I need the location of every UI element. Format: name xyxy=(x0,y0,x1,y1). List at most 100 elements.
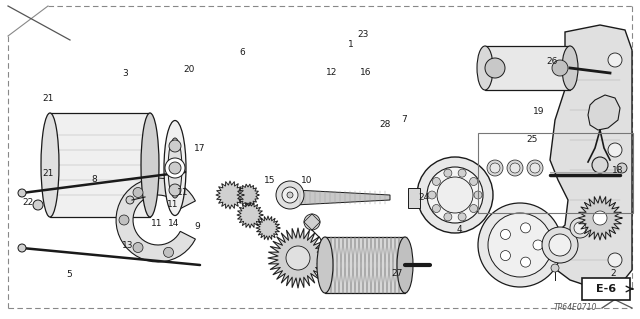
Text: 21: 21 xyxy=(42,94,54,103)
Circle shape xyxy=(507,160,523,176)
Polygon shape xyxy=(216,181,244,209)
Polygon shape xyxy=(50,113,150,217)
Circle shape xyxy=(433,204,440,212)
Text: 6: 6 xyxy=(239,48,244,57)
Circle shape xyxy=(520,223,531,233)
Circle shape xyxy=(490,163,500,173)
Circle shape xyxy=(552,60,568,76)
Circle shape xyxy=(570,218,590,238)
Circle shape xyxy=(542,227,578,263)
Text: 22: 22 xyxy=(22,198,33,207)
Polygon shape xyxy=(256,216,280,240)
Text: 28: 28 xyxy=(380,120,391,129)
Text: 15: 15 xyxy=(264,176,276,185)
Circle shape xyxy=(551,264,559,272)
Circle shape xyxy=(470,177,477,185)
Circle shape xyxy=(510,163,520,173)
Circle shape xyxy=(487,160,503,176)
Text: 11: 11 xyxy=(167,200,179,209)
Circle shape xyxy=(617,163,627,173)
Text: 26: 26 xyxy=(546,57,557,66)
Circle shape xyxy=(470,204,477,212)
Polygon shape xyxy=(116,178,195,262)
Circle shape xyxy=(133,188,143,197)
Circle shape xyxy=(444,169,452,177)
Circle shape xyxy=(169,184,181,196)
Text: E-6: E-6 xyxy=(596,284,616,294)
Circle shape xyxy=(437,177,473,213)
Circle shape xyxy=(133,242,143,253)
Circle shape xyxy=(428,191,436,199)
Text: 18: 18 xyxy=(612,166,623,175)
Text: 2: 2 xyxy=(611,269,616,278)
Text: 11: 11 xyxy=(151,219,163,228)
Polygon shape xyxy=(237,184,259,206)
Circle shape xyxy=(165,158,185,178)
Circle shape xyxy=(417,157,493,233)
FancyBboxPatch shape xyxy=(582,278,630,300)
Circle shape xyxy=(304,214,320,230)
Circle shape xyxy=(478,203,562,287)
Polygon shape xyxy=(588,95,620,130)
Circle shape xyxy=(119,215,129,225)
Polygon shape xyxy=(545,25,632,290)
Text: 20: 20 xyxy=(183,65,195,74)
Circle shape xyxy=(533,240,543,250)
Text: 14: 14 xyxy=(168,219,180,228)
Circle shape xyxy=(282,187,298,203)
Text: 5: 5 xyxy=(67,271,72,279)
FancyBboxPatch shape xyxy=(408,188,420,208)
Text: 13: 13 xyxy=(122,241,134,250)
Circle shape xyxy=(527,160,543,176)
Ellipse shape xyxy=(41,113,59,217)
Text: 3: 3 xyxy=(122,69,127,78)
Ellipse shape xyxy=(397,237,413,293)
Polygon shape xyxy=(578,196,622,240)
Polygon shape xyxy=(237,202,263,228)
Polygon shape xyxy=(292,190,390,205)
Circle shape xyxy=(488,213,552,277)
Circle shape xyxy=(427,167,483,223)
Text: 8: 8 xyxy=(92,175,97,184)
Circle shape xyxy=(169,162,181,174)
Circle shape xyxy=(18,244,26,252)
Text: 17: 17 xyxy=(194,144,205,153)
Circle shape xyxy=(608,143,622,157)
Circle shape xyxy=(608,253,622,267)
Circle shape xyxy=(169,140,181,152)
Text: 21: 21 xyxy=(42,169,54,178)
Circle shape xyxy=(530,163,540,173)
Text: 12: 12 xyxy=(326,68,337,77)
Circle shape xyxy=(163,247,173,257)
Circle shape xyxy=(444,213,452,221)
Ellipse shape xyxy=(317,237,333,293)
Circle shape xyxy=(592,157,608,173)
Text: 1: 1 xyxy=(348,40,353,49)
Circle shape xyxy=(286,246,310,270)
Ellipse shape xyxy=(164,121,186,216)
Circle shape xyxy=(608,53,622,67)
Text: TP64E0710: TP64E0710 xyxy=(554,302,596,311)
Text: 19: 19 xyxy=(533,107,545,115)
Ellipse shape xyxy=(477,46,493,90)
Ellipse shape xyxy=(141,113,159,217)
Circle shape xyxy=(485,58,505,78)
Text: 11: 11 xyxy=(177,189,188,197)
Circle shape xyxy=(433,177,440,185)
Text: 25: 25 xyxy=(527,135,538,144)
Polygon shape xyxy=(485,46,570,90)
Circle shape xyxy=(500,251,511,261)
Text: 10: 10 xyxy=(301,176,313,185)
Circle shape xyxy=(500,229,511,240)
Circle shape xyxy=(549,234,571,256)
Circle shape xyxy=(574,222,586,234)
Text: 23: 23 xyxy=(358,30,369,39)
Circle shape xyxy=(33,200,43,210)
Circle shape xyxy=(458,213,466,221)
Text: 7: 7 xyxy=(402,115,407,124)
Polygon shape xyxy=(325,237,405,293)
Circle shape xyxy=(287,192,293,198)
Circle shape xyxy=(520,257,531,267)
Ellipse shape xyxy=(168,138,182,198)
Text: 4: 4 xyxy=(457,225,462,234)
